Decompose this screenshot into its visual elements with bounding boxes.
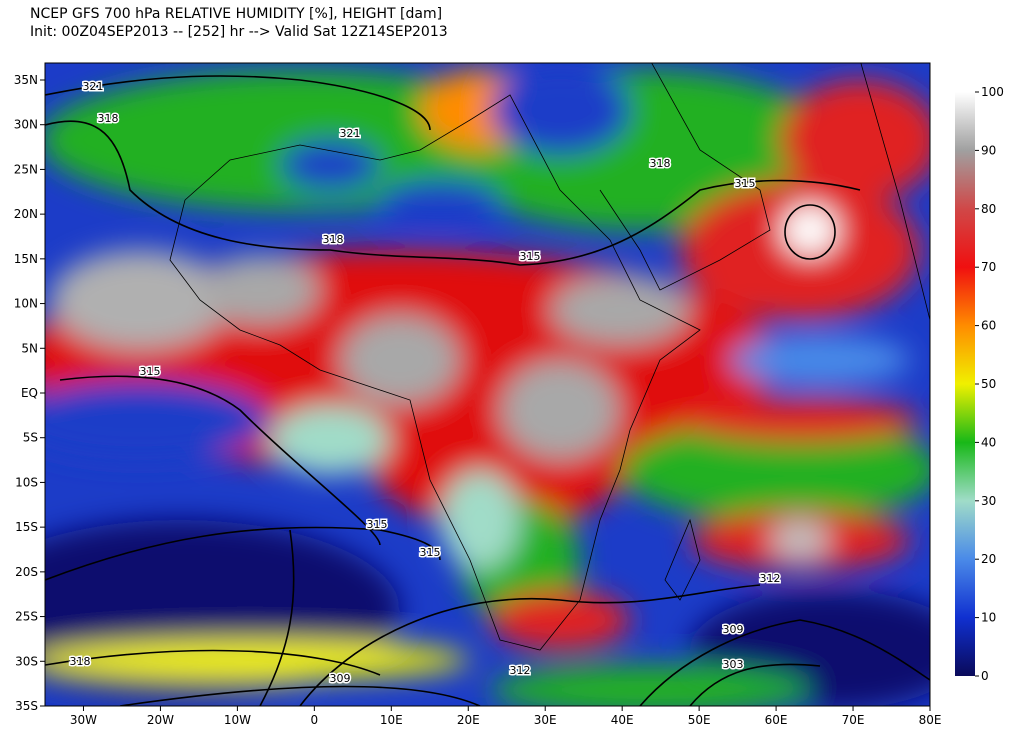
- contour-label: 318: [650, 157, 671, 170]
- lat-tick-label: 20S: [15, 565, 38, 579]
- lat-tick-label: 5S: [23, 431, 38, 445]
- contour-label: 318: [70, 655, 91, 668]
- contour-label: 312: [760, 572, 781, 585]
- lat-tick-label: 30S: [15, 654, 38, 668]
- colorbar-tick-label: 0: [981, 669, 989, 683]
- colorbar-tick-label: 90: [981, 143, 996, 157]
- subtitle: Init: 00Z04SEP2013 -- [252] hr --> Valid…: [30, 24, 448, 40]
- lon-tick-label: 10W: [224, 713, 251, 727]
- lat-tick-label: 10N: [14, 297, 38, 311]
- lon-tick-label: 20W: [147, 713, 174, 727]
- title: NCEP GFS 700 hPa RELATIVE HUMIDITY [%], …: [30, 6, 442, 22]
- colorbar-tick-label: 60: [981, 319, 996, 333]
- colorbar: [955, 92, 975, 676]
- contour-label: 315: [735, 177, 756, 190]
- lat-tick-label: 25N: [14, 162, 38, 176]
- contour-label: 318: [98, 112, 119, 125]
- lon-tick-label: 40E: [611, 713, 634, 727]
- colorbar-tick-label: 100: [981, 85, 1004, 99]
- lon-tick-label: 60E: [765, 713, 788, 727]
- colorbar-tick-label: 10: [981, 611, 996, 625]
- humidity-field: [45, 63, 930, 706]
- contour-label: 315: [367, 518, 388, 531]
- colorbar-tick-label: 30: [981, 494, 996, 508]
- lat-tick-label: 15N: [14, 252, 38, 266]
- contour-label: 315: [420, 546, 441, 559]
- lon-tick-label: 50E: [688, 713, 711, 727]
- lat-tick-label: 35N: [14, 73, 38, 87]
- lon-tick-label: 30W: [70, 713, 97, 727]
- lat-tick-label: EQ: [21, 386, 38, 400]
- contour-label: 303: [723, 658, 744, 671]
- lat-tick-label: 30N: [14, 118, 38, 132]
- colorbar-tick-label: 20: [981, 552, 996, 566]
- lat-tick-label: 20N: [14, 207, 38, 221]
- colorbar-tick-label: 80: [981, 202, 996, 216]
- lat-tick-label: 5N: [21, 341, 38, 355]
- contour-label: 321: [340, 127, 361, 140]
- lon-tick-label: 80E: [919, 713, 942, 727]
- contour-label: 318: [323, 233, 344, 246]
- contour-label: 309: [723, 623, 744, 636]
- colorbar-tick-label: 70: [981, 260, 996, 274]
- colorbar-tick-label: 50: [981, 377, 996, 391]
- contour-label: 312: [510, 664, 531, 677]
- lat-tick-label: 15S: [15, 520, 38, 534]
- lat-tick-label: 35S: [15, 699, 38, 713]
- lon-tick-label: 0: [311, 713, 319, 727]
- map-frame: [44, 62, 931, 707]
- lon-tick-label: 20E: [457, 713, 480, 727]
- contour-label: 315: [520, 250, 541, 263]
- lon-tick-label: 70E: [842, 713, 865, 727]
- contour-label: 321: [83, 80, 104, 93]
- colorbar-tick-label: 40: [981, 435, 996, 449]
- lat-tick-label: 25S: [15, 610, 38, 624]
- lon-tick-label: 10E: [380, 713, 403, 727]
- lon-tick-label: 30E: [534, 713, 557, 727]
- lat-tick-label: 10S: [15, 475, 38, 489]
- contour-label: 309: [330, 672, 351, 685]
- contour-label: 315: [140, 365, 161, 378]
